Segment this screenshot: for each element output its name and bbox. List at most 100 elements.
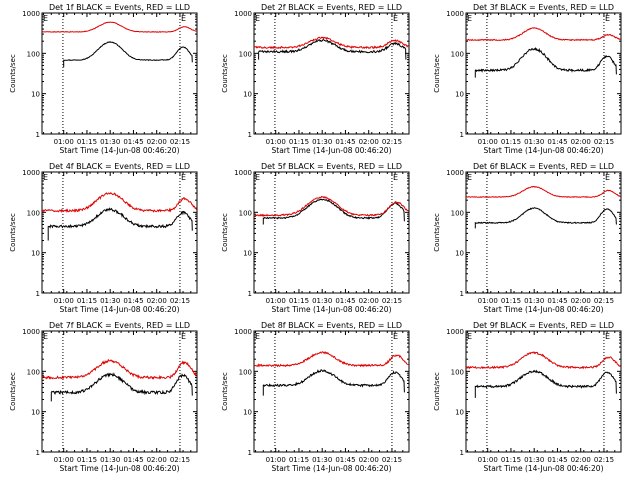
x-tick-label: 01:45 [547, 138, 567, 146]
panel-title: Det 4f BLACK = Events, RED = LLD [49, 162, 190, 171]
corner-flag-left: E [467, 14, 472, 23]
y-axis-label: Counts/sec [221, 213, 229, 252]
y-axis-label: Counts/sec [221, 54, 229, 93]
x-tick-label: 01:00 [54, 138, 74, 146]
corner-flag-left: E [43, 173, 48, 182]
plot-frame [253, 330, 410, 453]
y-tick-label: 1 [460, 131, 464, 139]
y-tick-label: 1000 [22, 169, 40, 177]
x-tick-label: 01:15 [501, 456, 521, 464]
y-axis-label: Counts/sec [9, 372, 17, 411]
y-tick-label: 1000 [234, 169, 252, 177]
x-tick-label: 01:15 [501, 138, 521, 146]
detector-panel-5: Det 5f BLACK = Events, RED = LLD 1 10 100 10… [221, 162, 410, 314]
y-tick-label: 1000 [446, 10, 464, 18]
y-tick-label: 10 [455, 91, 464, 99]
x-tick-label: 01:30 [100, 456, 120, 464]
x-tick-label: 01:45 [123, 297, 143, 305]
corner-flag-right: E [181, 173, 186, 182]
y-tick-label: 1 [36, 290, 40, 298]
x-tick-label: 02:00 [571, 138, 591, 146]
x-tick-label: 02:00 [359, 456, 379, 464]
x-tick-label: 01:00 [54, 456, 74, 464]
x-tick-label: 01:00 [478, 297, 498, 305]
corner-flag-right: E [393, 332, 398, 341]
detector-panel-2: Det 2f BLACK = Events, RED = LLD 1 10 100 10… [221, 3, 410, 155]
x-axis-label: Start Time (14-Jun-08 00:46:20) [272, 464, 392, 473]
corner-flag-left: E [43, 14, 48, 23]
x-axis-label: Start Time (14-Jun-08 00:46:20) [484, 305, 604, 314]
x-axis-label: Start Time (14-Jun-08 00:46:20) [60, 305, 180, 314]
x-tick-label: 01:45 [335, 456, 355, 464]
x-axis-label: Start Time (14-Jun-08 00:46:20) [60, 464, 180, 473]
y-axis-label: Counts/sec [9, 54, 17, 93]
x-tick-label: 01:15 [77, 297, 97, 305]
y-tick-label: 100 [239, 50, 252, 58]
corner-flag-left: E [43, 332, 48, 341]
detector-panel-4: Det 4f BLACK = Events, RED = LLD 1 10 100 10… [9, 162, 198, 314]
y-tick-label: 100 [27, 209, 40, 217]
y-tick-label: 1 [460, 449, 464, 457]
panel-title: Det 8f BLACK = Events, RED = LLD [261, 321, 402, 330]
y-tick-label: 1 [36, 449, 40, 457]
x-tick-label: 01:00 [266, 456, 286, 464]
corner-flag-right: E [605, 14, 610, 23]
y-axis-label: Counts/sec [433, 54, 441, 93]
y-tick-label: 1000 [234, 10, 252, 18]
x-tick-label: 02:15 [382, 456, 402, 464]
y-tick-label: 100 [451, 368, 464, 376]
x-tick-label: 02:15 [594, 456, 614, 464]
detector-panel-8: Det 8f BLACK = Events, RED = LLD 1 10 100 10… [221, 321, 410, 473]
x-axis-label: Start Time (14-Jun-08 00:46:20) [484, 146, 604, 155]
panel-title: Det 9f BLACK = Events, RED = LLD [473, 321, 614, 330]
panel-title: Det 7f BLACK = Events, RED = LLD [49, 321, 190, 330]
events-series-line [47, 207, 193, 241]
x-axis-label: Start Time (14-Jun-08 00:46:20) [484, 464, 604, 473]
y-axis-label: Counts/sec [221, 372, 229, 411]
x-tick-label: 01:30 [100, 297, 120, 305]
x-tick-label: 01:15 [289, 456, 309, 464]
x-tick-label: 01:30 [312, 456, 332, 464]
events-series-line [474, 46, 617, 78]
y-tick-label: 1 [36, 131, 40, 139]
x-axis-label: Start Time (14-Jun-08 00:46:20) [272, 305, 392, 314]
y-tick-label: 100 [451, 209, 464, 217]
x-tick-label: 02:15 [170, 297, 190, 305]
lld-series-line [253, 36, 409, 50]
x-tick-label: 01:30 [100, 138, 120, 146]
corner-flag-left: E [467, 173, 472, 182]
x-tick-label: 02:15 [382, 297, 402, 305]
lld-series-line [253, 195, 409, 217]
x-axis-label: Start Time (14-Jun-08 00:46:20) [60, 146, 180, 155]
x-tick-label: 02:00 [359, 297, 379, 305]
y-tick-label: 100 [239, 368, 252, 376]
x-tick-label: 01:30 [524, 456, 544, 464]
y-tick-label: 1 [248, 290, 252, 298]
corner-flag-right: E [393, 14, 398, 23]
corner-flag-right: E [181, 332, 186, 341]
y-axis-label: Counts/sec [9, 213, 17, 252]
plot-frame [465, 12, 622, 135]
x-tick-label: 02:00 [359, 138, 379, 146]
y-tick-label: 10 [31, 409, 40, 417]
y-tick-label: 1 [248, 131, 252, 139]
y-tick-label: 1000 [22, 10, 40, 18]
lld-series-line [41, 358, 197, 381]
y-tick-label: 1000 [234, 328, 252, 336]
corner-flag-right: E [181, 14, 186, 23]
y-tick-label: 100 [27, 368, 40, 376]
x-tick-label: 02:00 [571, 297, 591, 305]
lld-series-line [253, 351, 409, 368]
y-tick-label: 100 [451, 50, 464, 58]
corner-flag-right: E [605, 173, 610, 182]
x-tick-label: 01:00 [478, 138, 498, 146]
corner-flag-left: E [255, 14, 260, 23]
y-tick-label: 1000 [446, 169, 464, 177]
corner-flag-right: E [605, 332, 610, 341]
lld-series-line [465, 27, 621, 42]
x-tick-label: 02:15 [594, 297, 614, 305]
y-tick-label: 10 [243, 409, 252, 417]
lld-series-line [465, 185, 621, 198]
x-tick-label: 01:00 [266, 138, 286, 146]
